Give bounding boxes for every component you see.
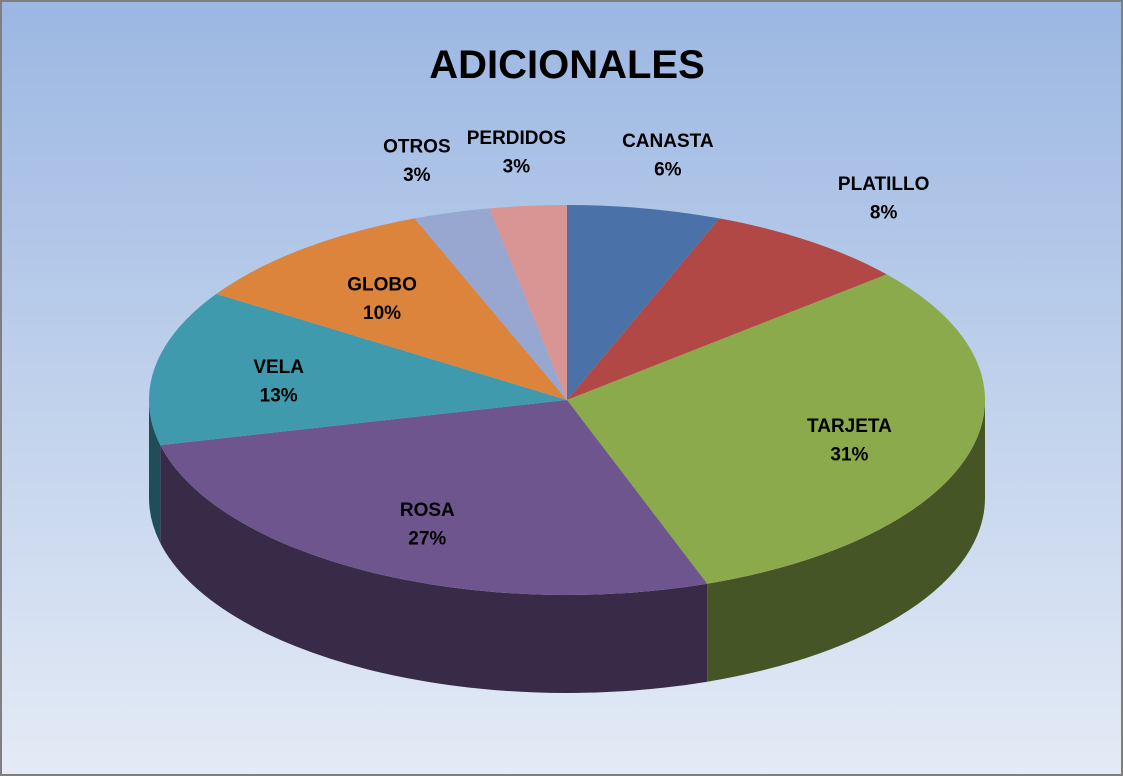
data-label-category: VELA [253,357,304,378]
slice-side [149,400,161,544]
data-label-category: TARJETA [807,416,892,437]
slice [567,205,720,400]
data-label-category: GLOBO [347,274,417,295]
chart-title: ADICIONALES [429,43,705,87]
data-label-category: PERDIDOS [467,128,566,149]
data-label-category: CANASTA [622,131,714,152]
data-label-category: PLATILLO [838,174,929,195]
data-label: GLOBO 10% [347,274,417,324]
data-label: OTROS 3% [383,137,451,187]
slice [567,274,985,584]
slice [160,400,708,595]
data-label-value: 3% [403,165,431,186]
data-label: VELA 13% [253,357,304,407]
data-label: CANASTA 6% [622,131,714,181]
slice [216,218,567,400]
data-label-value: 13% [260,385,298,406]
slice [414,208,567,400]
slice [489,205,567,400]
data-label-category: ROSA [400,500,455,521]
data-label-value: 10% [363,303,401,324]
slice [567,218,887,400]
data-label: PLATILLO 8% [838,174,929,224]
data-label: PERDIDOS 3% [467,128,566,178]
data-label: ROSA 27% [400,500,455,550]
slice-side [707,400,985,682]
data-label-value: 6% [654,160,682,181]
data-label-value: 8% [870,203,898,224]
data-label-value: 3% [503,156,531,177]
data-label-value: 31% [830,444,868,465]
data-label: TARJETA 31% [807,416,892,466]
slice-side [160,445,708,693]
slice [149,293,568,446]
data-label-category: OTROS [383,137,451,158]
data-label-value: 27% [408,529,446,550]
